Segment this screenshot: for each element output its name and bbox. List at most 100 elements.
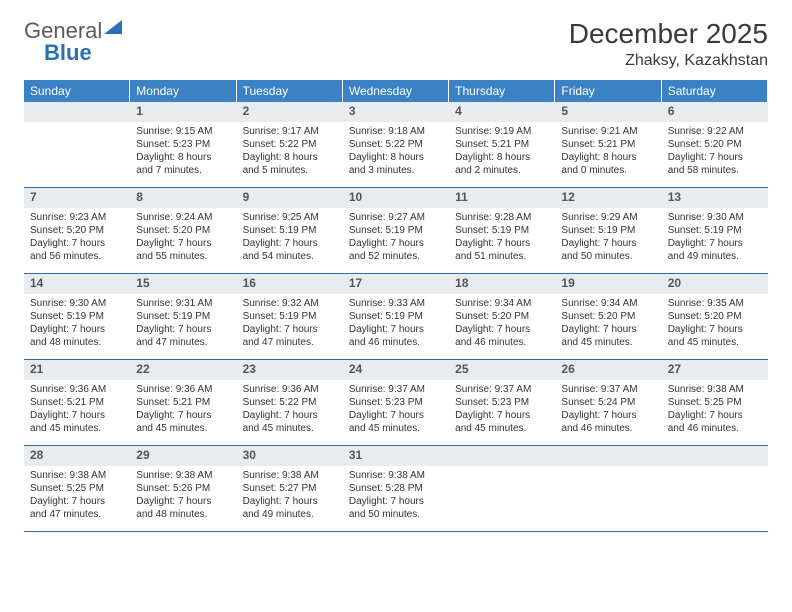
calendar-cell: 16Sunrise: 9:32 AMSunset: 5:19 PMDayligh… — [237, 274, 343, 360]
daylight-text: Daylight: 7 hours and 54 minutes. — [243, 237, 337, 263]
sunrise-text: Sunrise: 9:24 AM — [136, 211, 230, 224]
sunrise-text: Sunrise: 9:37 AM — [561, 383, 655, 396]
day-number: 5 — [555, 102, 661, 122]
calendar-cell: 25Sunrise: 9:37 AMSunset: 5:23 PMDayligh… — [449, 360, 555, 446]
day-info: Sunrise: 9:18 AMSunset: 5:22 PMDaylight:… — [343, 125, 449, 177]
calendar-cell: 20Sunrise: 9:35 AMSunset: 5:20 PMDayligh… — [662, 274, 768, 360]
day-info: Sunrise: 9:38 AMSunset: 5:25 PMDaylight:… — [662, 383, 768, 435]
day-info: Sunrise: 9:21 AMSunset: 5:21 PMDaylight:… — [555, 125, 661, 177]
daylight-text: Daylight: 7 hours and 46 minutes. — [668, 409, 762, 435]
sunset-text: Sunset: 5:20 PM — [668, 310, 762, 323]
sunrise-text: Sunrise: 9:36 AM — [136, 383, 230, 396]
daylight-text: Daylight: 8 hours and 7 minutes. — [136, 151, 230, 177]
calendar-cell-empty — [662, 446, 768, 532]
day-info: Sunrise: 9:17 AMSunset: 5:22 PMDaylight:… — [237, 125, 343, 177]
calendar-cell: 10Sunrise: 9:27 AMSunset: 5:19 PMDayligh… — [343, 188, 449, 274]
calendar-cell: 17Sunrise: 9:33 AMSunset: 5:19 PMDayligh… — [343, 274, 449, 360]
daylight-text: Daylight: 7 hours and 48 minutes. — [30, 323, 124, 349]
sunrise-text: Sunrise: 9:15 AM — [136, 125, 230, 138]
daylight-text: Daylight: 7 hours and 45 minutes. — [561, 323, 655, 349]
daylight-text: Daylight: 7 hours and 46 minutes. — [349, 323, 443, 349]
sunset-text: Sunset: 5:23 PM — [136, 138, 230, 151]
sunrise-text: Sunrise: 9:27 AM — [349, 211, 443, 224]
day-number: 19 — [555, 274, 661, 294]
sunset-text: Sunset: 5:22 PM — [349, 138, 443, 151]
calendar-cell: 23Sunrise: 9:36 AMSunset: 5:22 PMDayligh… — [237, 360, 343, 446]
day-info: Sunrise: 9:31 AMSunset: 5:19 PMDaylight:… — [130, 297, 236, 349]
sunset-text: Sunset: 5:19 PM — [349, 310, 443, 323]
day-number: 6 — [662, 102, 768, 122]
calendar-cell-empty — [449, 446, 555, 532]
daylight-text: Daylight: 7 hours and 47 minutes. — [243, 323, 337, 349]
sunrise-text: Sunrise: 9:30 AM — [668, 211, 762, 224]
day-info: Sunrise: 9:38 AMSunset: 5:26 PMDaylight:… — [130, 469, 236, 521]
sunrise-text: Sunrise: 9:36 AM — [30, 383, 124, 396]
sunset-text: Sunset: 5:27 PM — [243, 482, 337, 495]
day-number: 15 — [130, 274, 236, 294]
day-number: 11 — [449, 188, 555, 208]
sunset-text: Sunset: 5:20 PM — [455, 310, 549, 323]
calendar-cell: 31Sunrise: 9:38 AMSunset: 5:28 PMDayligh… — [343, 446, 449, 532]
sunset-text: Sunset: 5:24 PM — [561, 396, 655, 409]
calendar-cell: 9Sunrise: 9:25 AMSunset: 5:19 PMDaylight… — [237, 188, 343, 274]
day-number-empty — [24, 102, 130, 122]
day-info: Sunrise: 9:38 AMSunset: 5:25 PMDaylight:… — [24, 469, 130, 521]
daylight-text: Daylight: 7 hours and 51 minutes. — [455, 237, 549, 263]
daylight-text: Daylight: 7 hours and 58 minutes. — [668, 151, 762, 177]
day-number: 3 — [343, 102, 449, 122]
daylight-text: Daylight: 7 hours and 46 minutes. — [561, 409, 655, 435]
daylight-text: Daylight: 7 hours and 45 minutes. — [30, 409, 124, 435]
daylight-text: Daylight: 7 hours and 50 minutes. — [561, 237, 655, 263]
day-info: Sunrise: 9:28 AMSunset: 5:19 PMDaylight:… — [449, 211, 555, 263]
day-info: Sunrise: 9:34 AMSunset: 5:20 PMDaylight:… — [555, 297, 661, 349]
day-info: Sunrise: 9:24 AMSunset: 5:20 PMDaylight:… — [130, 211, 236, 263]
day-info: Sunrise: 9:37 AMSunset: 5:23 PMDaylight:… — [449, 383, 555, 435]
calendar-cell: 1 Sunrise: 9:15 AMSunset: 5:23 PMDaylight… — [130, 102, 236, 188]
sunset-text: Sunset: 5:21 PM — [136, 396, 230, 409]
daylight-text: Daylight: 7 hours and 45 minutes. — [243, 409, 337, 435]
day-number: 4 — [449, 102, 555, 122]
day-number: 17 — [343, 274, 449, 294]
sunset-text: Sunset: 5:21 PM — [455, 138, 549, 151]
daylight-text: Daylight: 7 hours and 47 minutes. — [136, 323, 230, 349]
daylight-text: Daylight: 7 hours and 49 minutes. — [668, 237, 762, 263]
sunrise-text: Sunrise: 9:31 AM — [136, 297, 230, 310]
calendar-cell: 11 Sunrise: 9:28 AMSunset: 5:19 PMDayligh… — [449, 188, 555, 274]
calendar-cell: 3 Sunrise: 9:18 AMSunset: 5:22 PMDaylight… — [343, 102, 449, 188]
day-number: 28 — [24, 446, 130, 466]
day-info: Sunrise: 9:15 AMSunset: 5:23 PMDaylight:… — [130, 125, 236, 177]
daylight-text: Daylight: 7 hours and 45 minutes. — [455, 409, 549, 435]
daylight-text: Daylight: 8 hours and 0 minutes. — [561, 151, 655, 177]
day-number: 14 — [24, 274, 130, 294]
sunset-text: Sunset: 5:19 PM — [668, 224, 762, 237]
weekday-header: Sunday — [24, 80, 130, 102]
calendar-cell: 27Sunrise: 9:38 AMSunset: 5:25 PMDayligh… — [662, 360, 768, 446]
daylight-text: Daylight: 7 hours and 45 minutes. — [349, 409, 443, 435]
day-number: 2 — [237, 102, 343, 122]
daylight-text: Daylight: 7 hours and 46 minutes. — [455, 323, 549, 349]
weekday-header: Thursday — [449, 80, 555, 102]
day-number: 22 — [130, 360, 236, 380]
sunset-text: Sunset: 5:26 PM — [136, 482, 230, 495]
day-info: Sunrise: 9:36 AMSunset: 5:22 PMDaylight:… — [237, 383, 343, 435]
daylight-text: Daylight: 7 hours and 45 minutes. — [136, 409, 230, 435]
calendar-cell: 2 Sunrise: 9:17 AMSunset: 5:22 PMDaylight… — [237, 102, 343, 188]
day-number: 20 — [662, 274, 768, 294]
calendar-cell: 18Sunrise: 9:34 AMSunset: 5:20 PMDayligh… — [449, 274, 555, 360]
day-number-empty — [449, 446, 555, 466]
sunset-text: Sunset: 5:23 PM — [455, 396, 549, 409]
day-info: Sunrise: 9:36 AMSunset: 5:21 PMDaylight:… — [130, 383, 236, 435]
day-info: Sunrise: 9:34 AMSunset: 5:20 PMDaylight:… — [449, 297, 555, 349]
calendar-cell: 5 Sunrise: 9:21 AMSunset: 5:21 PMDaylight… — [555, 102, 661, 188]
header: General December 2025 Zhaksy, Kazakhstan — [24, 18, 768, 70]
day-info: Sunrise: 9:38 AMSunset: 5:28 PMDaylight:… — [343, 469, 449, 521]
day-info: Sunrise: 9:32 AMSunset: 5:19 PMDaylight:… — [237, 297, 343, 349]
weekday-header: Monday — [130, 80, 236, 102]
sunrise-text: Sunrise: 9:38 AM — [349, 469, 443, 482]
day-number: 29 — [130, 446, 236, 466]
calendar-cell: 12Sunrise: 9:29 AMSunset: 5:19 PMDayligh… — [555, 188, 661, 274]
sunrise-text: Sunrise: 9:38 AM — [136, 469, 230, 482]
sunrise-text: Sunrise: 9:22 AM — [668, 125, 762, 138]
location-label: Zhaksy, Kazakhstan — [569, 52, 768, 70]
day-number: 1 — [130, 102, 236, 122]
